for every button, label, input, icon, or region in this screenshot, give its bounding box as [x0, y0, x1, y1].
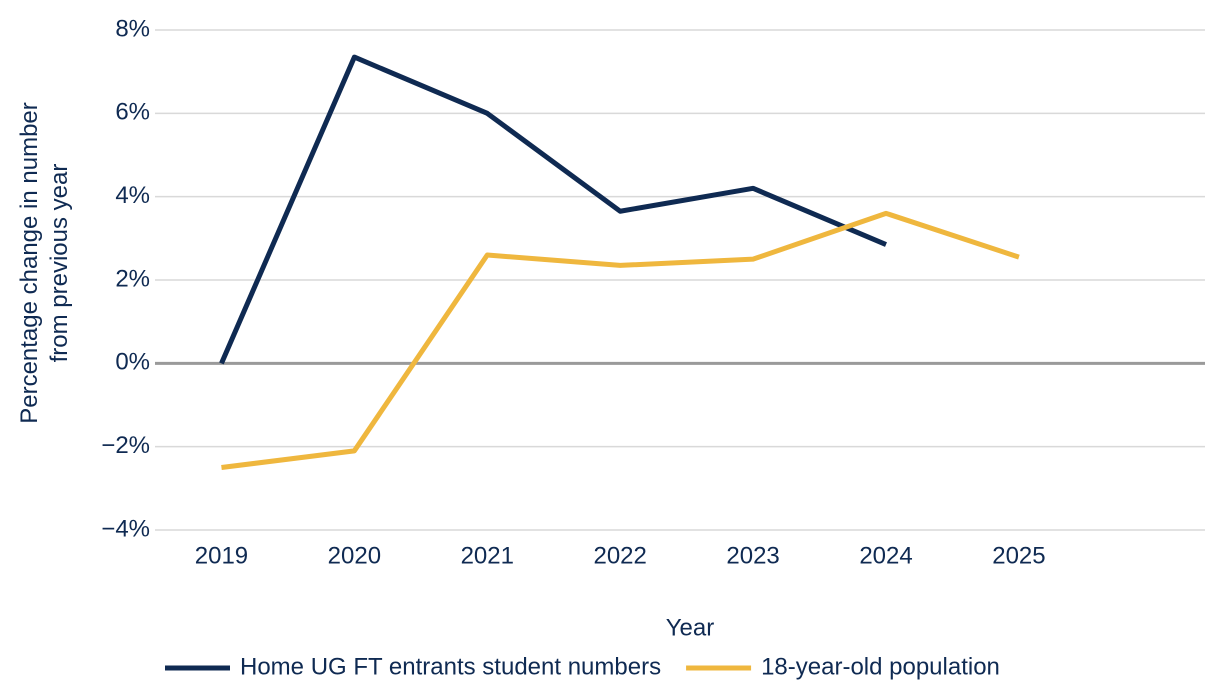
y-tick-label: 8% — [115, 15, 150, 42]
x-tick-label: 2025 — [992, 542, 1045, 569]
series-line — [219, 54, 887, 365]
y-axis-label: Percentage change in number from previou… — [16, 102, 73, 424]
x-tick-label: 2021 — [461, 542, 514, 569]
y-tick-label: 0% — [115, 349, 150, 376]
y-tick-label: 6% — [115, 99, 150, 126]
x-tick-label: 2023 — [726, 542, 779, 569]
legend-label: Home UG FT entrants student numbers — [240, 653, 661, 680]
x-axis-label: Year — [666, 614, 715, 641]
legend-label: 18-year-old population — [761, 653, 1000, 680]
x-tick-label: 2020 — [328, 542, 381, 569]
series-line — [221, 210, 1020, 470]
y-tick-label: 4% — [115, 182, 150, 209]
y-tick-label: −4% — [101, 515, 150, 542]
y-tick-label: 2% — [115, 265, 150, 292]
x-tick-label: 2022 — [593, 542, 646, 569]
x-tick-label: 2024 — [859, 542, 912, 569]
x-tick-label: 2019 — [195, 542, 248, 569]
y-tick-label: −2% — [101, 432, 150, 459]
